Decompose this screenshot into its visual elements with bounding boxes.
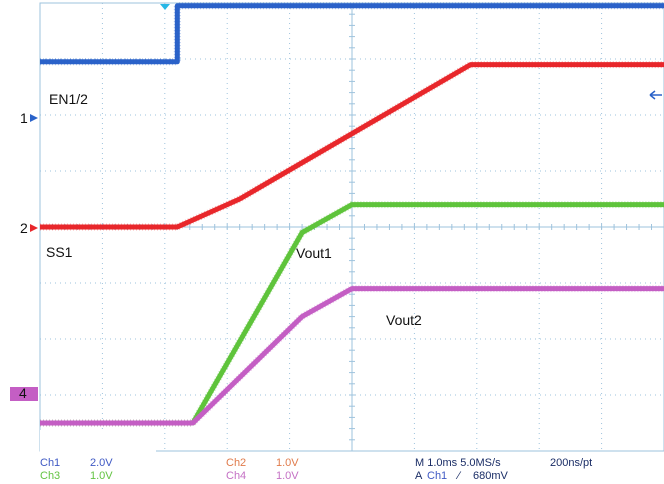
ch3-scale: 1.0V — [90, 470, 113, 482]
channel-marker-1-arrow — [30, 114, 38, 122]
channel-marker-2-label: 2 — [20, 220, 28, 236]
ch3-name: Ch3 — [40, 470, 60, 482]
ch1-name: Ch1 — [40, 457, 60, 469]
ch4-name: Ch4 — [226, 470, 246, 482]
blank-patch — [40, 430, 156, 452]
annotation-vout2: Vout2 — [386, 312, 422, 328]
ch2-name: Ch2 — [226, 457, 246, 469]
trigger-level-readout: 680mV — [473, 470, 509, 482]
status-bar: Ch1 2.0V Ch3 1.0V Ch2 1.0V Ch4 1.0V M 1.… — [40, 457, 592, 482]
trace-noise-ch1 — [40, 2, 664, 66]
trace-ch2 — [40, 62, 664, 230]
trigger-position-marker — [160, 4, 170, 10]
channel-marker-2: 2 — [20, 220, 38, 236]
channel-marker-1-label: 1 — [20, 110, 28, 126]
resolution-readout: 200ns/pt — [550, 457, 592, 469]
channel-marker-4-label: 4 — [19, 385, 27, 401]
channel-marker-2-arrow — [30, 224, 38, 232]
trigger-channel: Ch1 — [427, 470, 447, 482]
trace-ch4 — [40, 286, 664, 426]
annotation-ss1: SS1 — [46, 244, 73, 260]
trace-ch1 — [40, 3, 664, 65]
channel-marker-4-box — [10, 387, 38, 401]
trigger-slope-icon: ∕ — [455, 470, 462, 482]
ch1-scale: 2.0V — [90, 457, 113, 469]
annotation-en12: EN1/2 — [49, 91, 88, 107]
trigger-level-arrow — [649, 90, 662, 100]
annotation-vout1: Vout1 — [296, 245, 332, 261]
ch4-scale: 1.0V — [276, 470, 299, 482]
ch2-scale: 1.0V — [276, 457, 299, 469]
channel-marker-1: 1 — [20, 110, 38, 126]
trace-noise-ch2 — [40, 61, 664, 231]
waveform-traces — [40, 2, 664, 427]
channel-marker-4: 4 — [10, 385, 38, 401]
timebase-readout: M 1.0ms 5.0MS/s — [415, 457, 501, 469]
trace-noise-ch3 — [40, 201, 664, 427]
trigger-prefix: A — [415, 470, 423, 482]
